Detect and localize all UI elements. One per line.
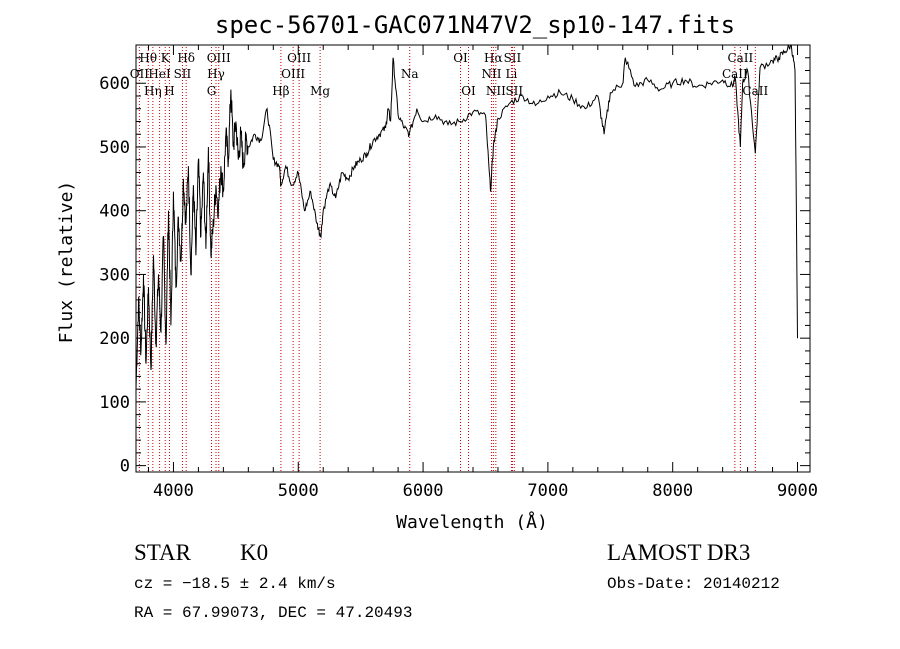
x-tick-label-2: 6000 <box>403 481 444 501</box>
line-marker-label-15: Na <box>401 67 419 81</box>
y-axis-label: Flux (relative) <box>56 181 77 344</box>
line-marker-label-14: Mg <box>310 84 330 98</box>
y-tick-label-0: 0 <box>120 457 130 477</box>
x-tick-label-0: 4000 <box>153 481 194 501</box>
line-marker-label-18: Hα <box>484 51 503 65</box>
y-tick-label-6: 600 <box>99 74 130 94</box>
spectrum-chart: spec-56701-GAC071N47V2_sp10-147.fits Hθ O… <box>56 11 818 530</box>
redshift-value: cz = −18.5 ± 2.4 km/s <box>134 575 336 593</box>
line-marker-label-6: Hδ <box>177 51 195 65</box>
chart-title: spec-56701-GAC071N47V2_sp10-147.fits <box>215 11 735 39</box>
object-subclass: K0 <box>240 540 269 565</box>
line-marker-label-21: SII <box>504 51 522 65</box>
axis-layer: 4000 5000 6000 7000 8000 9000 0 100 200 300 400 500… <box>99 45 818 501</box>
line-marker-label-23: SII <box>505 84 523 98</box>
x-tick-label-5: 9000 <box>777 481 818 501</box>
coordinates: RA = 67.99073, DEC = 47.20493 <box>134 604 413 622</box>
line-marker-layer: Hθ OII Hη K HeI H Hδ SII OIII Hγ G Hβ OIII OIII Mg Na OI… <box>130 47 768 472</box>
line-marker-label-24: CaII <box>727 51 753 65</box>
series-layer <box>135 43 798 390</box>
y-tick-label-4: 400 <box>99 202 130 222</box>
y-tick-label-2: 200 <box>99 329 130 349</box>
y-tick-label-1: 100 <box>99 393 130 413</box>
line-marker-label-10: G <box>207 84 217 98</box>
line-marker-label-12: OIII <box>287 51 311 65</box>
line-marker-label-8: OIII <box>207 51 231 65</box>
line-marker-label-17: OI <box>461 84 476 98</box>
line-marker-label-0: Hθ <box>139 51 157 65</box>
line-marker-label-19: NII <box>481 67 501 81</box>
line-marker-label-9: Hγ <box>207 67 225 81</box>
line-marker-label-13: OIII <box>281 67 305 81</box>
x-tick-label-4: 8000 <box>652 481 693 501</box>
line-marker-label-5: H <box>164 84 174 98</box>
line-marker-label-11: Hβ <box>272 84 289 98</box>
x-tick-label-3: 7000 <box>527 481 568 501</box>
line-marker-label-7: SII <box>174 67 192 81</box>
line-marker-label-20: NII <box>486 84 506 98</box>
line-marker-label-3: K <box>161 51 171 65</box>
x-axis-label: Wavelength (Å) <box>396 511 548 530</box>
line-marker-label-22: Li <box>506 67 518 81</box>
obs-date: Obs-Date: 20140212 <box>607 575 780 593</box>
line-marker-label-1: OII <box>130 67 150 81</box>
y-tick-label-3: 300 <box>99 265 130 285</box>
object-class: STAR <box>134 540 191 565</box>
line-marker-label-2: Hη <box>144 84 162 98</box>
plot-frame <box>135 44 811 473</box>
x-tick-label-1: 5000 <box>278 481 319 501</box>
survey-name: LAMOST DR3 <box>607 540 751 565</box>
line-marker-label-4: HeI <box>148 67 171 81</box>
y-tick-label-5: 500 <box>99 138 130 158</box>
series-0-line <box>135 43 798 390</box>
line-marker-label-16: OI <box>453 51 468 65</box>
line-marker-label-26: CaII <box>742 84 768 98</box>
line-marker-label-25: CaII <box>722 67 748 81</box>
